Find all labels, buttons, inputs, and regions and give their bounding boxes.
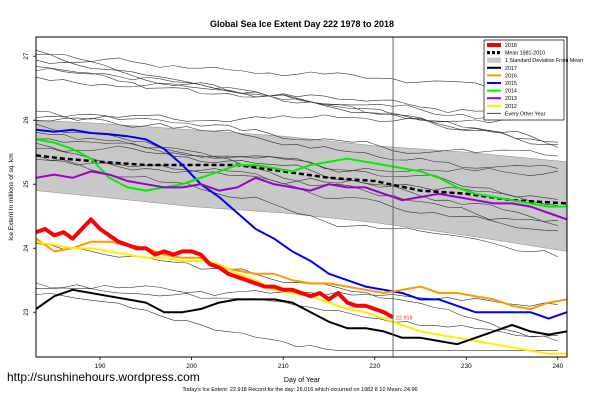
y-axis-label: Ice Extent in millions of sq. km	[8, 153, 15, 240]
every-other-year-line	[35, 76, 558, 119]
every-other-year-line	[35, 292, 558, 351]
every-other-year-line	[35, 243, 558, 338]
series-line-2015	[35, 128, 568, 320]
every-other-year-line	[35, 154, 558, 258]
legend-label: 2012	[505, 104, 517, 110]
legend-label: 2013	[505, 96, 517, 102]
x-tick-label: 190	[95, 363, 106, 370]
y-tick-label: 27	[23, 52, 30, 60]
every-other-year-line	[35, 67, 558, 114]
every-other-year-line	[35, 66, 558, 148]
y-tick-label: 23	[23, 308, 30, 316]
legend-label: 2017	[505, 66, 517, 72]
every-other-year-line	[35, 50, 558, 143]
legend-label: 2018	[505, 43, 517, 49]
legend-label: 2014	[505, 89, 517, 95]
legend-label: 2016	[505, 73, 517, 79]
legend-label: 2015	[505, 81, 517, 87]
every-other-year-layer	[35, 50, 558, 351]
x-tick-label: 210	[278, 363, 289, 370]
current-value-label: 22.918	[396, 315, 413, 321]
every-other-year-line	[35, 53, 558, 93]
x-axis-label: Day of Year	[284, 377, 321, 384]
highlight-series-layer: 22.918	[35, 37, 568, 357]
every-other-year-line	[35, 59, 558, 145]
series-line-2016	[35, 237, 568, 310]
legend-label: Every Other Year	[505, 111, 546, 117]
axes-layer: 190 200 210 220 230 240 23 24 25 26 27	[23, 52, 564, 370]
site-url: http://sunshinehours.wordpress.com	[7, 370, 200, 384]
every-other-year-line	[35, 114, 558, 157]
chart-title: Global Sea Ice Extent Day 222 1978 to 20…	[210, 19, 394, 29]
x-tick-label: 230	[461, 363, 472, 370]
every-other-year-line	[35, 114, 558, 124]
every-other-year-line	[35, 110, 558, 169]
chart-footer: Today's Ice Extent: 22.918 Record for th…	[182, 387, 417, 393]
legend-label: Mean 1981-2010	[505, 51, 545, 57]
every-other-year-line	[35, 287, 558, 342]
every-other-year-line	[35, 142, 558, 176]
every-other-year-line	[35, 132, 558, 226]
series-line-2017	[35, 288, 568, 346]
series-line-2018	[35, 217, 395, 320]
y-tick-label: 25	[23, 180, 30, 188]
series-line-2013	[35, 170, 568, 221]
series-line-mean-1981-2010	[35, 154, 568, 205]
legend-label: 1 Standard Deviation From Mean	[505, 58, 583, 64]
x-tick-label: 240	[552, 363, 563, 370]
every-other-year-line	[35, 138, 558, 206]
legend-swatch	[487, 57, 501, 63]
x-tick-label: 220	[369, 363, 380, 370]
x-tick-label: 200	[186, 363, 197, 370]
y-tick-label: 26	[23, 116, 30, 124]
series-line-2014	[35, 138, 567, 208]
y-tick-label: 24	[23, 244, 30, 252]
plot-frame	[35, 36, 568, 358]
every-other-year-line	[35, 123, 558, 222]
